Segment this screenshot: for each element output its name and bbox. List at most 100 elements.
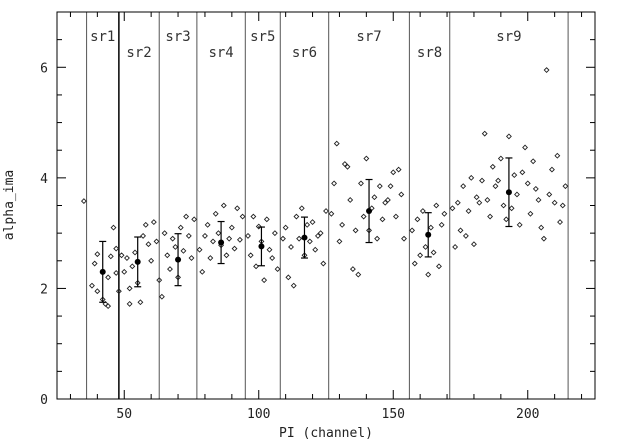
data-point	[376, 183, 383, 190]
data-point	[296, 235, 303, 242]
data-point	[427, 224, 434, 231]
data-point	[309, 219, 316, 226]
data-point	[121, 268, 128, 275]
y-tick-label: 6	[40, 61, 48, 76]
data-point	[468, 174, 475, 181]
x-tick-label: 100	[247, 407, 270, 422]
region-label: sr7	[356, 29, 381, 45]
x-tick-label: 200	[516, 407, 539, 422]
data-point	[105, 303, 112, 310]
data-point	[551, 199, 558, 206]
data-point	[497, 155, 504, 162]
data-point	[223, 252, 230, 259]
region-label: sr1	[90, 29, 115, 45]
data-point	[145, 241, 152, 248]
data-point	[285, 274, 292, 281]
data-point	[204, 221, 211, 228]
data-point	[247, 252, 254, 259]
data-point	[532, 185, 539, 192]
data-point	[505, 133, 512, 140]
x-tick-label: 150	[382, 407, 405, 422]
data-point	[126, 300, 133, 307]
data-point	[150, 219, 157, 226]
data-point	[226, 235, 233, 242]
data-point	[202, 232, 208, 239]
data-point	[549, 166, 555, 173]
data-point	[465, 208, 472, 214]
data-point	[411, 260, 418, 267]
data-point	[457, 227, 464, 234]
mean-point	[218, 239, 225, 246]
data-point	[263, 216, 270, 223]
data-point	[341, 161, 348, 167]
data-point	[349, 266, 356, 273]
data-point	[352, 227, 359, 234]
data-point	[261, 277, 268, 284]
region-label: sr3	[165, 29, 190, 45]
data-point	[347, 197, 354, 203]
data-point	[266, 246, 273, 253]
data-point	[255, 223, 262, 230]
data-point	[484, 197, 491, 203]
data-point	[234, 205, 241, 212]
y-tick-label: 4	[40, 172, 48, 187]
region-separators: sr1 sr2 sr3 sr4 sr5 sr6 sr7 sr8 sr9	[86, 12, 569, 399]
data-point	[436, 263, 442, 270]
data-point	[390, 169, 397, 176]
data-point	[473, 194, 480, 201]
data-point	[519, 169, 526, 176]
data-point	[452, 244, 459, 250]
data-point	[495, 177, 502, 184]
data-point	[236, 236, 243, 243]
data-point	[554, 152, 561, 159]
data-point	[336, 238, 343, 245]
data-point	[395, 166, 402, 173]
data-point	[115, 288, 122, 295]
data-point	[514, 191, 520, 198]
data-point	[430, 249, 437, 256]
data-point	[94, 251, 101, 258]
data-point	[126, 285, 133, 292]
plot-frame	[56, 11, 596, 400]
data-point	[320, 260, 327, 267]
data-point	[398, 191, 405, 198]
region-label: sr4	[208, 45, 233, 61]
data-point	[177, 224, 184, 231]
data-point	[113, 245, 120, 252]
data-point	[314, 232, 321, 239]
data-point	[522, 144, 528, 151]
data-point	[508, 205, 515, 212]
data-point	[239, 213, 246, 220]
data-point	[89, 282, 95, 289]
data-point	[393, 213, 399, 220]
data-point	[80, 198, 87, 205]
data-point	[344, 163, 351, 170]
data-point	[559, 202, 566, 209]
x-tick-label: 50	[116, 407, 132, 422]
region-label: sr2	[126, 45, 151, 61]
data-point	[156, 277, 163, 284]
data-point	[449, 205, 456, 212]
data-point	[479, 177, 485, 184]
data-point	[401, 235, 407, 242]
mean-point	[425, 231, 432, 238]
region-label: sr8	[417, 45, 442, 61]
axes: 50 100 150 200 0 2 4 6	[40, 11, 595, 422]
y-tick-label: 0	[40, 393, 48, 408]
data-point	[274, 266, 281, 273]
data-point	[374, 235, 381, 242]
data-point	[441, 210, 448, 217]
data-point	[317, 230, 324, 237]
data-point	[180, 247, 187, 254]
data-point	[183, 213, 190, 220]
data-point	[454, 199, 461, 206]
data-point	[298, 205, 305, 212]
data-point	[185, 232, 192, 239]
mean-point	[301, 234, 308, 241]
data-point	[110, 224, 117, 231]
data-point	[191, 216, 198, 223]
data-point	[269, 255, 276, 261]
data-point	[118, 252, 125, 259]
data-point	[438, 221, 445, 228]
